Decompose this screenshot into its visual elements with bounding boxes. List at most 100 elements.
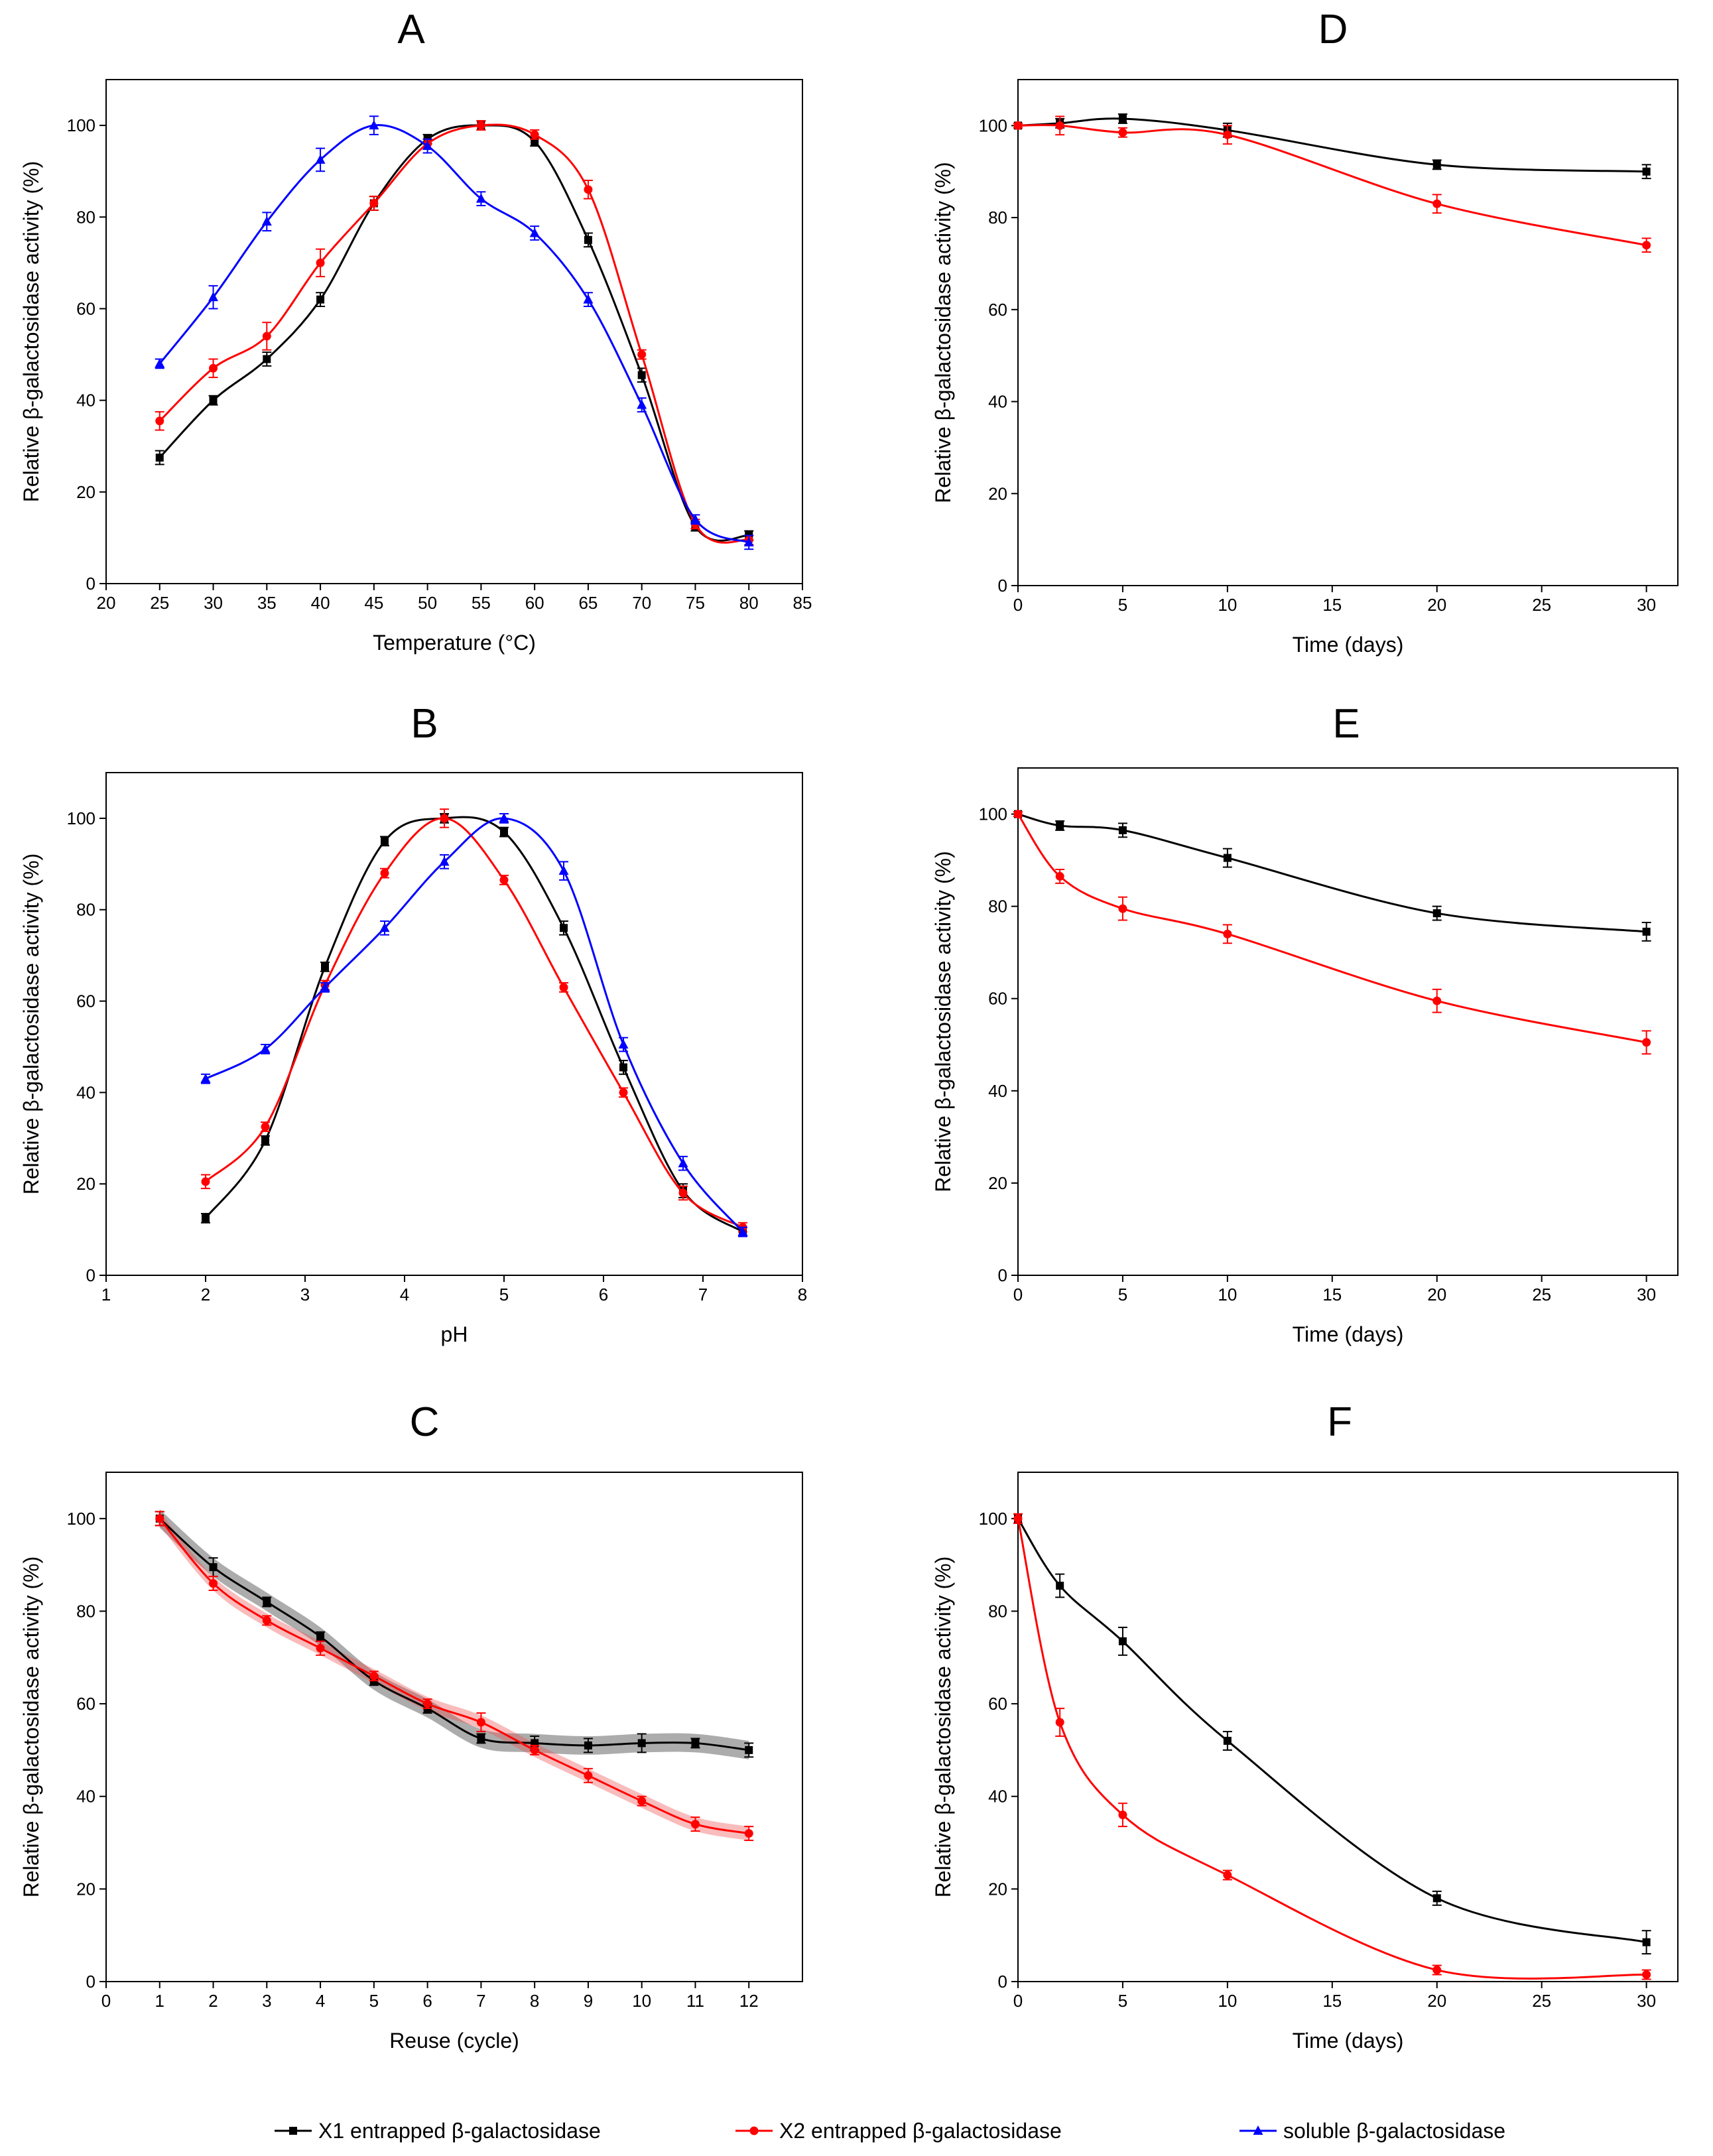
data-point-x1 bbox=[263, 1598, 271, 1606]
x-tick-label: 80 bbox=[739, 593, 759, 613]
y-tick-label: 60 bbox=[988, 989, 1007, 1009]
x-tick-label: 11 bbox=[686, 1991, 704, 2011]
data-point-x1 bbox=[316, 1632, 325, 1641]
data-point-x1 bbox=[500, 828, 508, 836]
y-tick-label: 100 bbox=[67, 115, 95, 135]
x-tick-label: 4 bbox=[400, 1285, 409, 1304]
legend-marker-soluble bbox=[1253, 2125, 1263, 2135]
data-point-x2 bbox=[261, 1122, 270, 1131]
data-point-x2 bbox=[744, 1829, 753, 1838]
data-point-x1 bbox=[1223, 1736, 1232, 1745]
y-tick-label: 100 bbox=[979, 1509, 1007, 1529]
data-point-x1 bbox=[1118, 826, 1127, 834]
data-point-x2 bbox=[440, 814, 449, 823]
data-point-x2 bbox=[584, 1771, 593, 1780]
data-point-x2 bbox=[1223, 1870, 1232, 1879]
panel-title-B: B bbox=[411, 701, 438, 747]
legend-label: soluble β-galactosidase bbox=[1283, 2119, 1505, 2143]
data-point-soluble bbox=[743, 537, 754, 546]
x-tick-label: 5 bbox=[1118, 1991, 1127, 2011]
x-axis-title: pH bbox=[441, 1322, 468, 1346]
x-tick-label: 30 bbox=[204, 593, 223, 613]
y-tick-label: 60 bbox=[76, 298, 95, 318]
data-point-x1 bbox=[321, 962, 329, 971]
x-tick-label: 30 bbox=[1637, 1285, 1656, 1304]
x-tick-label: 40 bbox=[311, 593, 330, 613]
panel-title-E: E bbox=[1332, 701, 1360, 747]
x-tick-label: 25 bbox=[1532, 595, 1551, 615]
data-point-x1 bbox=[477, 1734, 485, 1743]
data-point-x1 bbox=[560, 924, 568, 932]
data-point-x2 bbox=[1013, 1514, 1023, 1523]
data-point-x2 bbox=[316, 1643, 325, 1653]
data-point-soluble bbox=[200, 1073, 211, 1083]
x-tick-label: 10 bbox=[1218, 595, 1237, 615]
panel-title-F: F bbox=[1327, 1399, 1352, 1445]
y-tick-label: 0 bbox=[86, 1972, 95, 1992]
data-point-soluble bbox=[558, 865, 569, 875]
x-tick-label: 30 bbox=[1637, 595, 1656, 615]
data-point-soluble bbox=[583, 294, 594, 304]
y-tick-label: 100 bbox=[67, 1509, 95, 1529]
y-tick-label: 0 bbox=[998, 1265, 1007, 1285]
y-tick-label: 80 bbox=[988, 208, 1007, 227]
chart-panel-E: E 0 5 10 15 20 25 30 0 20 40 60 80 100 Time (days) Rela… bbox=[931, 701, 1679, 1346]
x-tick-label: 60 bbox=[525, 593, 544, 613]
data-point-x2 bbox=[1055, 121, 1064, 130]
y-tick-label: 20 bbox=[76, 1879, 95, 1899]
x-tick-label: 3 bbox=[300, 1285, 310, 1304]
x-tick-label: 7 bbox=[476, 1991, 485, 2011]
x-tick-label: 10 bbox=[1218, 1991, 1237, 2011]
data-point-x2 bbox=[690, 1820, 700, 1829]
data-point-soluble bbox=[637, 399, 647, 409]
data-point-x1 bbox=[155, 454, 164, 462]
data-point-x2 bbox=[584, 185, 593, 194]
series-x2 bbox=[1013, 1513, 1651, 1980]
x-tick-label: 8 bbox=[798, 1285, 807, 1304]
series-x2 bbox=[1013, 810, 1651, 1055]
x-tick-label: 5 bbox=[1118, 595, 1127, 615]
x-tick-label: 0 bbox=[1013, 1285, 1023, 1304]
data-point-x2 bbox=[530, 1745, 539, 1755]
y-tick-label: 80 bbox=[76, 900, 95, 920]
data-point-x2 bbox=[201, 1177, 210, 1186]
x-tick-label: 6 bbox=[599, 1285, 608, 1304]
y-tick-label: 80 bbox=[76, 1601, 95, 1621]
x-tick-label: 3 bbox=[262, 1991, 271, 2011]
y-tick-label: 80 bbox=[988, 1601, 1007, 1621]
x-tick-label: 1 bbox=[101, 1285, 111, 1304]
data-point-x2 bbox=[1432, 199, 1442, 208]
data-point-x1 bbox=[1642, 927, 1651, 936]
data-point-soluble bbox=[690, 514, 700, 524]
x-tick-label: 10 bbox=[1218, 1285, 1237, 1304]
confidence-band-x1 bbox=[159, 1509, 749, 1759]
data-point-x2 bbox=[1118, 128, 1127, 137]
series-line-x1 bbox=[1017, 813, 1647, 933]
x-tick-label: 5 bbox=[369, 1991, 379, 2011]
y-tick-label: 20 bbox=[988, 1173, 1007, 1193]
data-point-soluble bbox=[261, 216, 272, 226]
data-point-x2 bbox=[1223, 929, 1232, 938]
data-point-x2 bbox=[369, 199, 379, 208]
series-line-x1 bbox=[1017, 117, 1647, 173]
data-point-x2 bbox=[637, 1797, 647, 1806]
data-point-x2 bbox=[637, 350, 647, 359]
data-point-soluble bbox=[422, 141, 433, 151]
y-tick-label: 40 bbox=[76, 1082, 95, 1102]
y-tick-label: 40 bbox=[76, 1787, 95, 1807]
data-point-x2 bbox=[1055, 1718, 1064, 1727]
plot-frame bbox=[105, 1472, 803, 1982]
data-point-soluble bbox=[155, 358, 165, 368]
chart-panel-D: D 0 5 10 15 20 25 30 0 20 40 60 80 100 Time (days) Rela… bbox=[931, 7, 1679, 657]
data-point-soluble bbox=[737, 1226, 748, 1236]
x-tick-label: 1 bbox=[155, 1991, 164, 2011]
x-axis-title: Time (days) bbox=[1293, 2029, 1404, 2053]
data-point-x2 bbox=[1118, 904, 1127, 913]
x-tick-label: 15 bbox=[1322, 1991, 1342, 2011]
x-tick-label: 0 bbox=[1013, 1991, 1023, 2011]
y-axis-title: Relative β-galactosidase activity (%) bbox=[931, 162, 955, 503]
data-point-x1 bbox=[381, 837, 389, 846]
data-point-soluble bbox=[260, 1043, 271, 1053]
data-point-x2 bbox=[380, 869, 389, 878]
data-point-soluble bbox=[529, 227, 540, 237]
